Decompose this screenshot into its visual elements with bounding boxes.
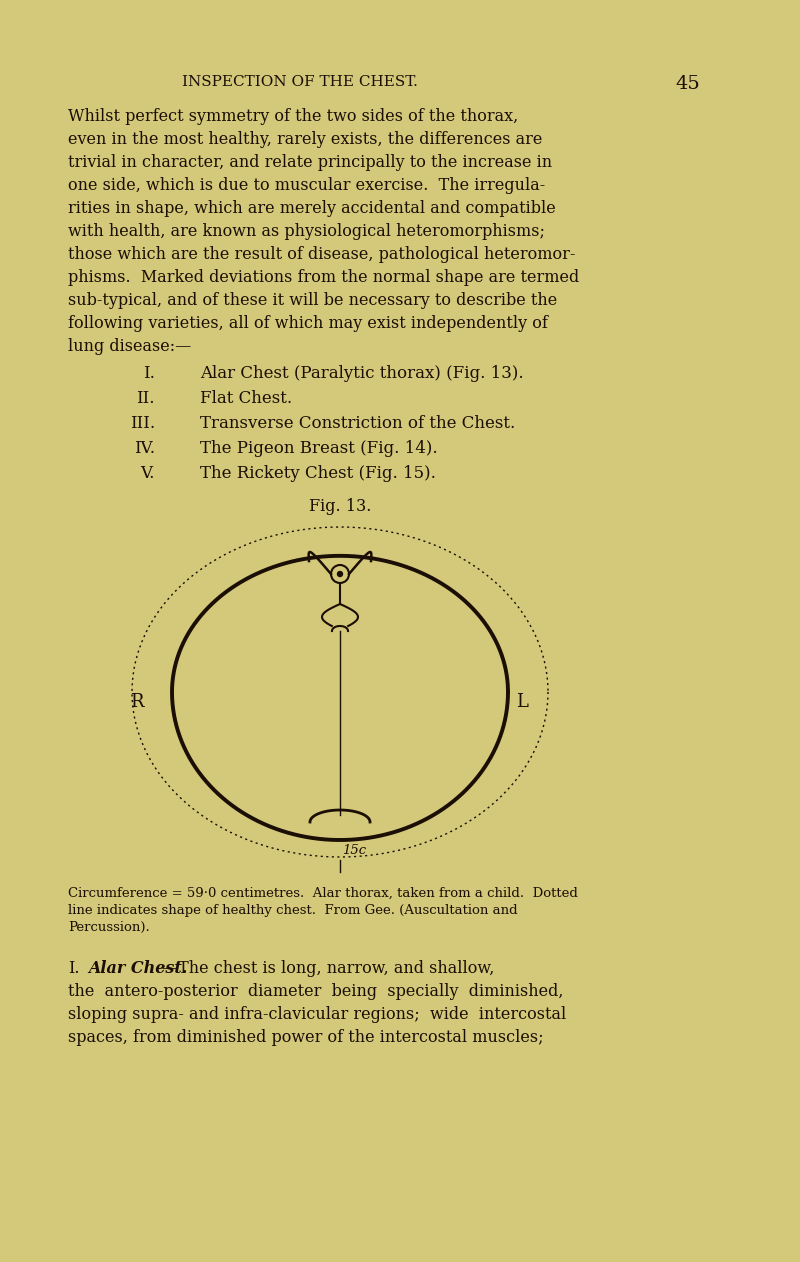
- Text: IV.: IV.: [134, 440, 155, 457]
- Text: II.: II.: [137, 390, 155, 408]
- Text: Fig. 13.: Fig. 13.: [309, 498, 371, 515]
- Text: sloping supra- and infra-clavicular regions;  wide  intercostal: sloping supra- and infra-clavicular regi…: [68, 1006, 566, 1023]
- Text: Flat Chest.: Flat Chest.: [200, 390, 292, 408]
- Text: R: R: [130, 693, 144, 711]
- Text: 15c: 15c: [342, 844, 366, 857]
- Text: Alar Chest (Paralytic thorax) (Fig. 13).: Alar Chest (Paralytic thorax) (Fig. 13).: [200, 365, 524, 382]
- Text: I.: I.: [143, 365, 155, 382]
- Text: Alar Chest.: Alar Chest.: [88, 960, 187, 977]
- Text: rities in shape, which are merely accidental and compatible: rities in shape, which are merely accide…: [68, 199, 556, 217]
- Text: I.: I.: [68, 960, 79, 977]
- Text: phisms.  Marked deviations from the normal shape are termed: phisms. Marked deviations from the norma…: [68, 269, 579, 286]
- Circle shape: [338, 572, 342, 577]
- Text: Circumference = 59·0 centimetres.  Alar thorax, taken from a child.  Dotted: Circumference = 59·0 centimetres. Alar t…: [68, 887, 578, 900]
- Text: spaces, from diminished power of the intercostal muscles;: spaces, from diminished power of the int…: [68, 1029, 544, 1046]
- Text: lung disease:—: lung disease:—: [68, 338, 191, 355]
- Text: line indicates shape of healthy chest.  From Gee. (Auscultation and: line indicates shape of healthy chest. F…: [68, 904, 518, 917]
- Text: Percussion).: Percussion).: [68, 921, 150, 934]
- Text: The Pigeon Breast (Fig. 14).: The Pigeon Breast (Fig. 14).: [200, 440, 438, 457]
- Text: one side, which is due to muscular exercise.  The irregula-: one side, which is due to muscular exerc…: [68, 177, 546, 194]
- Text: trivial in character, and relate principally to the increase in: trivial in character, and relate princip…: [68, 154, 552, 170]
- Text: III.: III.: [130, 415, 155, 432]
- Text: Whilst perfect symmetry of the two sides of the thorax,: Whilst perfect symmetry of the two sides…: [68, 109, 518, 125]
- Text: with health, are known as physiological heteromorphisms;: with health, are known as physiological …: [68, 223, 545, 240]
- Text: Transverse Constriction of the Chest.: Transverse Constriction of the Chest.: [200, 415, 515, 432]
- Text: following varieties, all of which may exist independently of: following varieties, all of which may ex…: [68, 316, 548, 332]
- Text: those which are the result of disease, pathological heteromor-: those which are the result of disease, p…: [68, 246, 575, 262]
- Text: V.: V.: [141, 464, 155, 482]
- Text: sub-typical, and of these it will be necessary to describe the: sub-typical, and of these it will be nec…: [68, 292, 558, 309]
- Text: L: L: [516, 693, 528, 711]
- Circle shape: [331, 565, 349, 583]
- Text: The Rickety Chest (Fig. 15).: The Rickety Chest (Fig. 15).: [200, 464, 436, 482]
- Text: even in the most healthy, rarely exists, the differences are: even in the most healthy, rarely exists,…: [68, 131, 542, 148]
- Polygon shape: [310, 810, 370, 822]
- Text: the  antero-posterior  diameter  being  specially  diminished,: the antero-posterior diameter being spec…: [68, 983, 563, 1000]
- Text: —The chest is long, narrow, and shallow,: —The chest is long, narrow, and shallow,: [162, 960, 494, 977]
- Text: 45: 45: [675, 74, 700, 93]
- Text: INSPECTION OF THE CHEST.: INSPECTION OF THE CHEST.: [182, 74, 418, 90]
